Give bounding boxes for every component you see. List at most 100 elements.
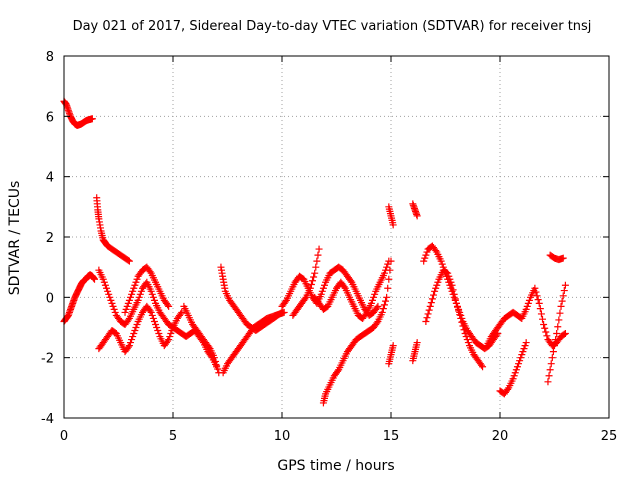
x-tick-label: 10 xyxy=(274,429,291,444)
data-point xyxy=(559,292,567,300)
data-point xyxy=(541,324,549,332)
data-point xyxy=(561,330,569,338)
y-tick-label: 8 xyxy=(46,50,54,65)
data-point xyxy=(122,305,130,313)
data-point xyxy=(131,281,139,289)
data-point xyxy=(547,360,555,368)
data-point xyxy=(423,248,431,256)
data-point xyxy=(132,278,140,286)
data-point xyxy=(125,296,133,304)
data-point xyxy=(517,354,525,362)
series-arc-02 xyxy=(60,271,99,325)
data-point xyxy=(532,288,540,296)
data-point xyxy=(553,330,561,338)
data-point xyxy=(535,299,543,307)
data-point xyxy=(438,260,446,268)
data-point xyxy=(107,296,115,304)
data-point xyxy=(458,318,466,326)
data-point xyxy=(524,299,532,307)
data-point xyxy=(128,290,136,298)
data-point xyxy=(178,308,186,316)
data-point xyxy=(124,343,132,351)
data-point xyxy=(450,290,458,298)
data-point xyxy=(311,269,319,277)
data-point xyxy=(99,275,107,283)
data-point xyxy=(421,254,429,262)
data-point xyxy=(167,330,175,338)
data-point xyxy=(347,277,355,285)
data-point xyxy=(455,307,463,315)
data-point xyxy=(313,257,321,265)
data-point xyxy=(425,306,433,314)
data-point xyxy=(307,281,315,289)
data-point xyxy=(164,301,172,309)
data-point xyxy=(148,290,156,298)
data-point xyxy=(111,308,119,316)
data-point xyxy=(554,323,562,331)
data-point xyxy=(386,266,394,274)
data-point xyxy=(315,245,323,253)
data-point xyxy=(321,281,329,289)
data-point xyxy=(433,281,441,289)
series-arc-16 xyxy=(409,200,421,220)
data-point xyxy=(147,287,155,295)
y-tick-label: 2 xyxy=(46,231,54,246)
data-point xyxy=(560,330,568,338)
data-point xyxy=(205,343,213,351)
data-point xyxy=(445,272,453,280)
data-point xyxy=(561,281,569,289)
data-point xyxy=(213,361,221,369)
data-point xyxy=(334,367,342,375)
data-point xyxy=(371,290,379,298)
data-point xyxy=(319,284,327,292)
data-point xyxy=(509,375,517,383)
data-point xyxy=(452,299,460,307)
series-arc-23 xyxy=(544,281,569,386)
data-point xyxy=(155,330,163,338)
series-arc-19 xyxy=(422,266,487,371)
data-point xyxy=(558,297,566,305)
data-point xyxy=(165,336,173,344)
data-point xyxy=(413,212,421,220)
data-point xyxy=(124,299,132,307)
data-point xyxy=(150,317,158,325)
data-point xyxy=(519,348,527,356)
data-point xyxy=(424,310,432,318)
data-point xyxy=(551,342,558,350)
data-point xyxy=(504,385,512,393)
x-tick-label: 0 xyxy=(60,429,68,444)
data-point xyxy=(132,324,140,331)
series-arc-14 xyxy=(385,203,397,229)
data-point xyxy=(153,324,161,331)
data-point xyxy=(110,305,118,313)
data-point xyxy=(379,305,387,313)
data-point xyxy=(387,257,395,265)
data-point xyxy=(430,291,438,299)
data-point xyxy=(126,293,134,301)
data-point xyxy=(100,278,108,286)
data-point xyxy=(134,296,142,304)
data-point xyxy=(525,296,533,304)
data-point xyxy=(389,342,397,350)
data-point xyxy=(479,363,487,371)
data-point xyxy=(423,314,431,322)
data-point xyxy=(513,363,521,371)
data-point xyxy=(368,296,376,304)
data-point xyxy=(432,247,440,255)
data-point xyxy=(431,287,439,295)
data-point xyxy=(165,302,173,310)
data-point xyxy=(373,304,381,312)
data-point xyxy=(212,357,220,365)
data-point xyxy=(522,339,530,347)
data-point xyxy=(301,295,309,303)
data-point xyxy=(103,284,111,292)
data-point xyxy=(121,308,129,316)
data-point xyxy=(462,333,470,341)
data-point xyxy=(544,378,552,386)
data-point xyxy=(154,327,162,335)
x-tick-label: 25 xyxy=(601,429,618,444)
data-point xyxy=(459,322,467,330)
data-point xyxy=(123,302,131,310)
data-point xyxy=(434,278,442,286)
